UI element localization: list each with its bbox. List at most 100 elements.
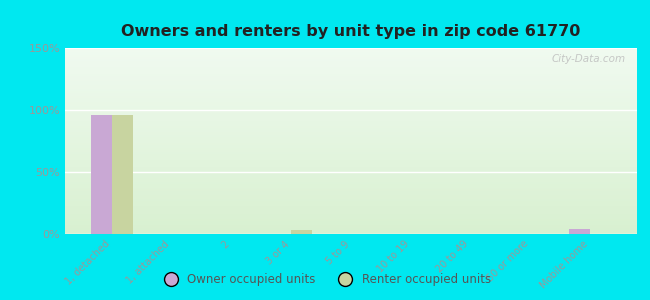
Bar xyxy=(65,98,637,100)
Bar xyxy=(65,100,637,102)
Bar xyxy=(65,117,637,119)
Bar xyxy=(65,178,637,180)
Bar xyxy=(65,167,637,169)
Bar xyxy=(65,72,637,74)
Bar xyxy=(65,191,637,193)
Bar xyxy=(65,156,637,158)
Bar xyxy=(65,199,637,200)
Bar xyxy=(65,202,637,204)
Bar xyxy=(65,200,637,202)
Bar xyxy=(65,57,637,59)
Bar xyxy=(65,161,637,163)
Bar xyxy=(65,230,637,232)
Bar xyxy=(65,104,637,106)
Bar xyxy=(65,113,637,115)
Bar xyxy=(65,152,637,154)
Legend: Owner occupied units, Renter occupied units: Owner occupied units, Renter occupied un… xyxy=(154,269,496,291)
Bar xyxy=(569,229,590,234)
Bar xyxy=(65,50,637,52)
Bar xyxy=(65,163,637,165)
Bar xyxy=(65,208,637,210)
Bar xyxy=(65,121,637,122)
Bar xyxy=(65,169,637,171)
Bar xyxy=(65,158,637,160)
Bar xyxy=(291,230,312,234)
Bar xyxy=(65,232,637,234)
Bar xyxy=(65,214,637,215)
Bar xyxy=(65,106,637,107)
Text: City-Data.com: City-Data.com xyxy=(551,54,625,64)
Bar xyxy=(65,154,637,156)
Bar xyxy=(65,137,637,139)
Bar xyxy=(65,143,637,145)
Bar xyxy=(65,63,637,65)
Bar xyxy=(65,59,637,61)
Bar xyxy=(65,115,637,117)
Bar xyxy=(65,145,637,147)
Bar xyxy=(65,217,637,219)
Bar xyxy=(91,115,112,234)
Bar xyxy=(65,171,637,172)
Bar xyxy=(65,96,637,98)
Bar xyxy=(65,76,637,78)
Bar xyxy=(65,221,637,223)
Bar xyxy=(65,132,637,134)
Bar xyxy=(65,210,637,212)
Bar xyxy=(65,184,637,186)
Bar xyxy=(112,115,133,234)
Bar xyxy=(65,80,637,82)
Bar xyxy=(65,223,637,225)
Bar xyxy=(65,54,637,56)
Bar xyxy=(65,93,637,94)
Bar xyxy=(65,150,637,152)
Bar xyxy=(65,119,637,121)
Bar xyxy=(65,195,637,197)
Bar xyxy=(65,102,637,104)
Bar xyxy=(65,212,637,214)
Bar xyxy=(65,82,637,83)
Bar xyxy=(65,148,637,150)
Bar xyxy=(65,67,637,68)
Bar xyxy=(65,110,637,111)
Bar xyxy=(65,189,637,191)
Bar xyxy=(65,89,637,91)
Bar xyxy=(65,226,637,228)
Bar xyxy=(65,107,637,110)
Bar xyxy=(65,56,637,57)
Bar xyxy=(65,135,637,137)
Bar xyxy=(65,197,637,199)
Bar xyxy=(65,52,637,54)
Bar xyxy=(65,172,637,175)
Bar xyxy=(65,193,637,195)
Bar xyxy=(65,122,637,124)
Bar xyxy=(65,139,637,141)
Bar xyxy=(65,94,637,96)
Bar xyxy=(65,48,637,50)
Bar xyxy=(65,215,637,217)
Bar xyxy=(65,68,637,70)
Bar xyxy=(65,180,637,182)
Bar xyxy=(65,130,637,132)
Bar xyxy=(65,111,637,113)
Bar xyxy=(65,206,637,208)
Bar xyxy=(65,124,637,126)
Bar xyxy=(65,160,637,161)
Bar xyxy=(65,175,637,176)
Bar xyxy=(65,91,637,93)
Bar xyxy=(65,78,637,80)
Bar xyxy=(65,188,637,189)
Bar xyxy=(65,225,637,226)
Bar xyxy=(65,182,637,184)
Bar xyxy=(65,87,637,89)
Bar xyxy=(65,141,637,143)
Bar xyxy=(65,128,637,130)
Bar xyxy=(65,186,637,188)
Bar xyxy=(65,228,637,230)
Bar xyxy=(65,74,637,76)
Bar xyxy=(65,70,637,72)
Bar xyxy=(65,85,637,87)
Bar xyxy=(65,219,637,221)
Bar xyxy=(65,126,637,128)
Bar xyxy=(65,147,637,148)
Bar xyxy=(65,176,637,178)
